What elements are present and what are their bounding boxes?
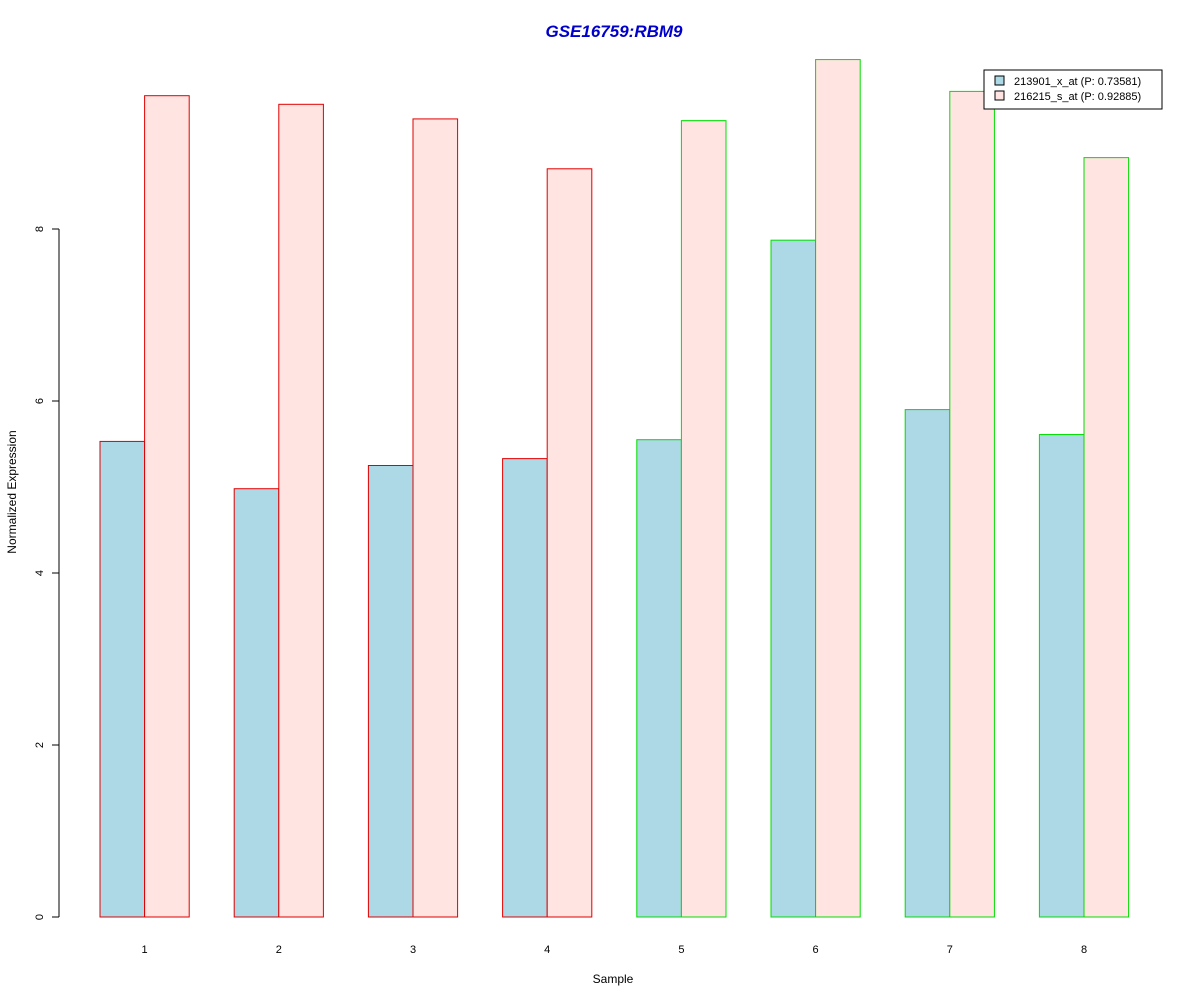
bar-sample-4-series-2 (546, 168, 593, 918)
bar-sample-2-series-2 (278, 103, 324, 918)
x-tick-label: 6 (813, 944, 819, 956)
legend-swatch-216215 (994, 90, 1005, 101)
x-tick-labels: 1 2 3 4 5 6 7 8 (142, 944, 1088, 956)
y-tick-label: 4 (34, 570, 46, 576)
bar-sample-6-series-2 (815, 59, 861, 918)
chart-title: GSE16759:RBM9 (545, 22, 683, 41)
y-axis-label: Normalized Expression (5, 430, 19, 553)
x-tick-label: 5 (678, 944, 684, 956)
x-tick-label: 3 (410, 944, 416, 956)
bar-sample-7-series-1 (904, 409, 951, 918)
y-tick-label: 2 (34, 742, 46, 748)
x-tick-label: 1 (142, 944, 148, 956)
x-axis-label: Sample (593, 972, 634, 986)
bar-sample-1-series-2 (144, 95, 190, 918)
y-tick-label: 8 (34, 226, 46, 232)
bar-sample-6-series-1 (770, 239, 817, 918)
bar-sample-1-series-1 (99, 440, 146, 918)
y-tick-label: 0 (34, 914, 46, 920)
x-tick-label: 4 (544, 944, 550, 956)
x-tick-label: 7 (947, 944, 953, 956)
y-axis: 0 2 4 6 8 (34, 226, 60, 920)
x-tick-label: 8 (1081, 944, 1087, 956)
legend-swatch-213901 (994, 75, 1005, 86)
bar-sample-3-series-1 (367, 465, 414, 918)
legend: 213901_x_at (P: 0.73581) 216215_s_at (P:… (983, 69, 1163, 110)
bar-sample-8-series-1 (1038, 434, 1085, 918)
bar-sample-3-series-2 (412, 118, 459, 918)
legend-box (983, 69, 1163, 110)
bar-sample-8-series-2 (1083, 157, 1130, 918)
bars (99, 59, 1130, 918)
legend-label-216215: 216215_s_at (P: 0.92885) (1014, 91, 1141, 103)
x-tick-label: 2 (276, 944, 282, 956)
bar-sample-5-series-2 (680, 120, 727, 918)
bar-sample-7-series-2 (949, 90, 995, 918)
bar-sample-2-series-1 (233, 488, 280, 918)
y-tick-label: 6 (34, 398, 46, 404)
bar-sample-4-series-1 (502, 458, 548, 918)
bar-sample-5-series-1 (636, 439, 682, 918)
legend-label-213901: 213901_x_at (P: 0.73581) (1014, 76, 1141, 88)
